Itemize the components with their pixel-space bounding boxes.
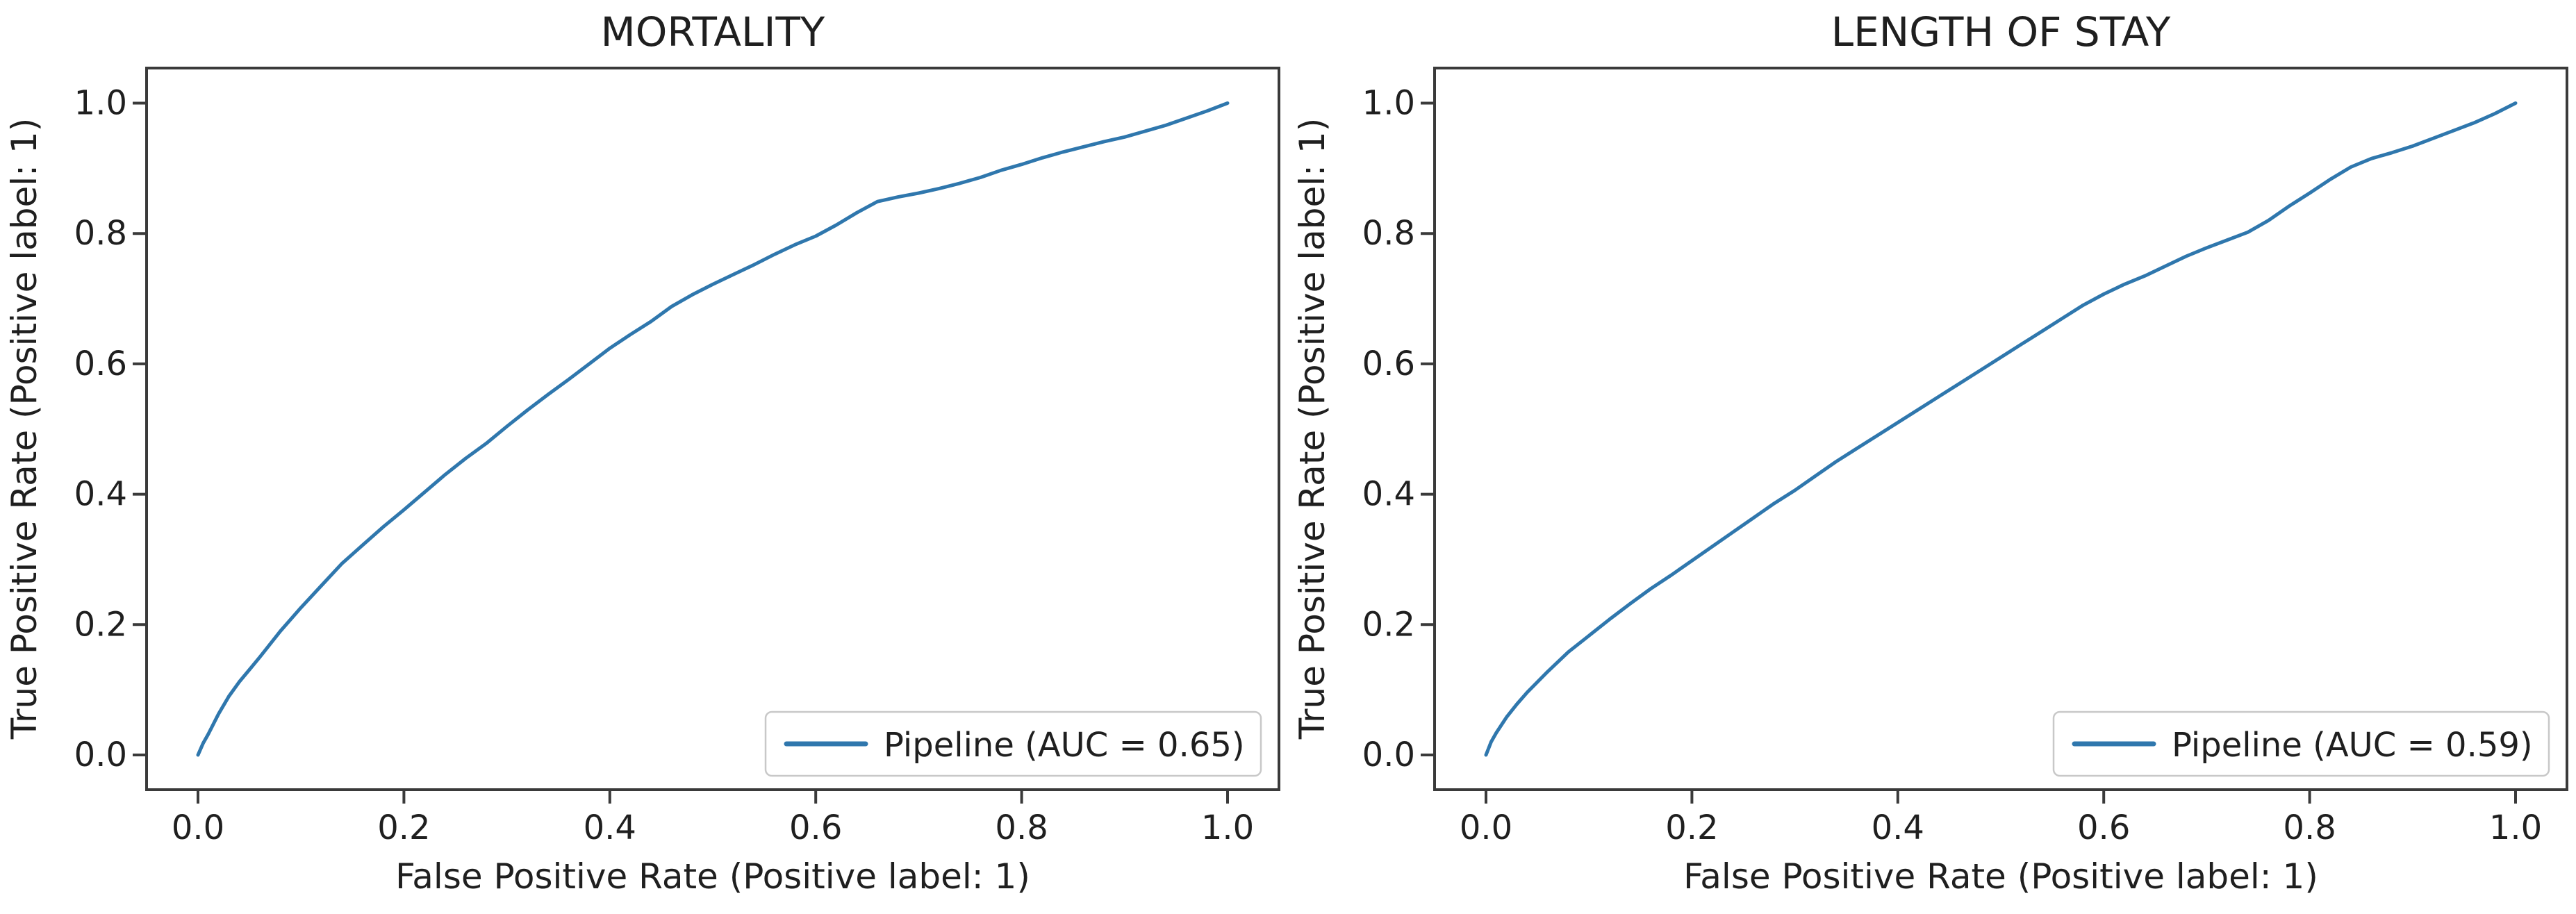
roc-figure-length-of-stay: 0.0 0.2 0.4 0.6 0.8 1.0 0.0 0.2 0.4 0.6 0.8 1.0 LE… [1288,0,2576,911]
x-tick-label: 0.6 [2077,808,2130,847]
x-axis-ticks: 0.0 0.2 0.4 0.6 0.8 1.0 [172,791,1254,847]
chart-title: LENGTH OF STAY [1831,8,2171,56]
axes-box [1433,67,2568,791]
x-tick-label: 0.8 [2283,808,2336,847]
x-tick-label: 0.0 [172,808,224,847]
roc-curve [1484,101,2518,757]
y-tick-label: 1.0 [1362,84,1415,123]
y-tick-label: 0.6 [1362,344,1415,383]
x-tick-label: 0.4 [1872,808,1924,847]
x-tick-label: 0.2 [377,808,430,847]
y-axis-label: True Positive Rate (Positive label: 1) [4,118,44,740]
y-axis-ticks: 0.0 0.2 0.4 0.6 0.8 1.0 [1362,84,1433,774]
y-axis-label: True Positive Rate (Positive label: 1) [1292,118,1332,740]
x-tick-label: 0.0 [1460,808,1512,847]
y-tick-label: 0.0 [74,736,127,774]
y-tick-label: 0.6 [74,344,127,383]
y-tick-label: 0.2 [1362,605,1415,644]
roc-figure-mortality: 0.0 0.2 0.4 0.6 0.8 1.0 0.0 0.2 0.4 0.6 0.8 1.0 MO… [0,0,1288,911]
y-tick-label: 0.4 [1362,475,1415,514]
roc-chart-mortality: 0.0 0.2 0.4 0.6 0.8 1.0 0.0 0.2 0.4 0.6 0.8 1.0 MO… [4,8,1280,897]
x-tick-label: 0.8 [995,808,1048,847]
y-tick-label: 0.0 [1362,736,1415,774]
roc-chart-length-of-stay: 0.0 0.2 0.4 0.6 0.8 1.0 0.0 0.2 0.4 0.6 0.8 1.0 LE… [1292,8,2568,897]
x-tick-label: 1.0 [2489,808,2542,847]
x-axis-label: False Positive Rate (Positive label: 1) [395,856,1030,897]
x-tick-label: 0.4 [584,808,636,847]
y-tick-label: 0.4 [74,475,127,514]
y-tick-label: 1.0 [74,84,127,123]
axes-box [145,67,1280,791]
y-tick-label: 0.2 [74,605,127,644]
legend-label: Pipeline (AUC = 0.59) [2172,726,2533,765]
y-axis-ticks: 0.0 0.2 0.4 0.6 0.8 1.0 [74,84,145,774]
chart-title: MORTALITY [601,8,825,56]
legend-label: Pipeline (AUC = 0.65) [884,726,1245,765]
y-tick-label: 0.8 [74,214,127,253]
x-tick-label: 0.2 [1665,808,1718,847]
x-tick-label: 1.0 [1201,808,1254,847]
legend: Pipeline (AUC = 0.65) [764,711,1262,777]
roc-curve [196,101,1230,757]
x-axis-label: False Positive Rate (Positive label: 1) [1683,856,2318,897]
x-axis-ticks: 0.0 0.2 0.4 0.6 0.8 1.0 [1460,791,2542,847]
legend: Pipeline (AUC = 0.59) [2052,711,2550,777]
legend-box [2052,711,2550,777]
x-tick-label: 0.6 [789,808,842,847]
legend-box [764,711,1262,777]
y-tick-label: 0.8 [1362,214,1415,253]
